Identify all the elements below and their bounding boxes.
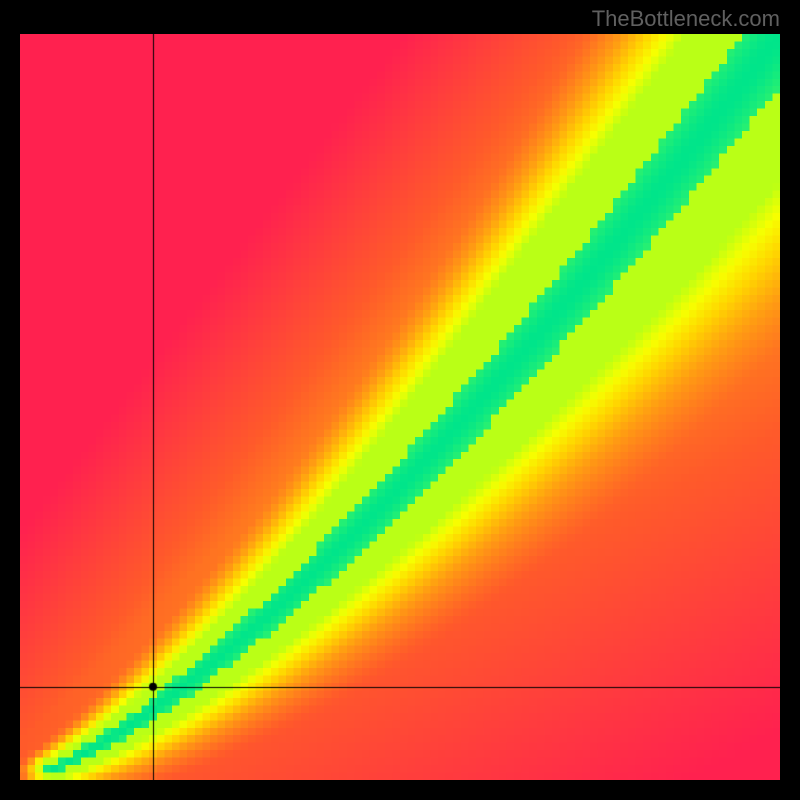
watermark-text: TheBottleneck.com	[592, 6, 780, 32]
crosshair-overlay	[20, 34, 780, 780]
chart-container: TheBottleneck.com	[0, 0, 800, 800]
